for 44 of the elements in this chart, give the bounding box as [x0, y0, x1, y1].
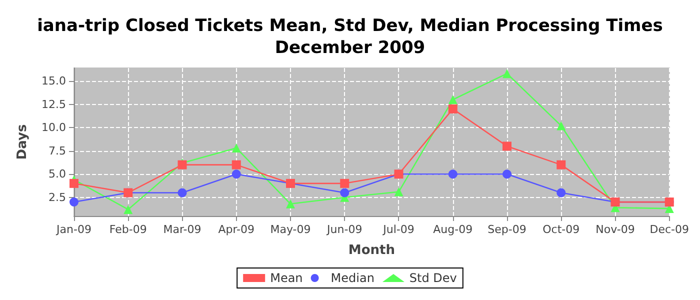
x-tick-label: May-09 — [270, 223, 311, 236]
point — [286, 199, 295, 208]
point — [394, 187, 404, 196]
x-tick-label: Jul-09 — [382, 223, 414, 236]
y-tick-label: 15.0 — [42, 74, 66, 88]
point — [340, 188, 350, 198]
legend-label: Std Dev — [409, 271, 457, 285]
point — [502, 170, 512, 179]
x-tick-label: Oct-09 — [542, 223, 580, 236]
point — [70, 198, 78, 207]
y-tick-label: 7.5 — [48, 144, 66, 158]
point — [178, 188, 187, 198]
point — [448, 104, 458, 114]
point — [448, 95, 458, 104]
x-tick-label: Jun-09 — [326, 223, 362, 236]
legend-label: Median — [330, 271, 374, 285]
point — [556, 188, 566, 198]
point — [502, 142, 512, 151]
point — [232, 160, 241, 170]
point — [232, 170, 241, 179]
y-axis-title: Days — [15, 124, 30, 160]
point — [556, 160, 566, 170]
y-tick-label: 10.0 — [42, 121, 66, 134]
x-tick-label: Jan-09 — [56, 223, 92, 236]
x-tick-label: Apr-09 — [218, 223, 255, 236]
point — [340, 178, 350, 188]
x-tick-label: Dec-09 — [650, 223, 690, 236]
x-tick-label: Sep-09 — [488, 223, 526, 236]
x-tick-label: Nov-09 — [596, 223, 635, 236]
point — [124, 204, 133, 214]
point — [70, 178, 78, 188]
point — [556, 121, 566, 130]
chart-title: iana-trip Closed Tickets Mean, Std Dev, Median Processing Times December 2009 — [37, 16, 663, 58]
point — [502, 69, 512, 78]
point — [232, 144, 241, 153]
y-tick-label: 12.5 — [42, 98, 66, 111]
x-tick-label: Feb-09 — [109, 223, 147, 236]
x-tick-label: Mar-09 — [163, 223, 202, 236]
y-tick-label: 5.0 — [48, 168, 66, 181]
legend-label: Mean — [270, 271, 303, 285]
y-tick-label: 2.5 — [48, 190, 66, 204]
x-axis-title: Month — [348, 243, 395, 258]
point — [448, 170, 458, 179]
x-tick-label: Aug-09 — [433, 223, 473, 236]
